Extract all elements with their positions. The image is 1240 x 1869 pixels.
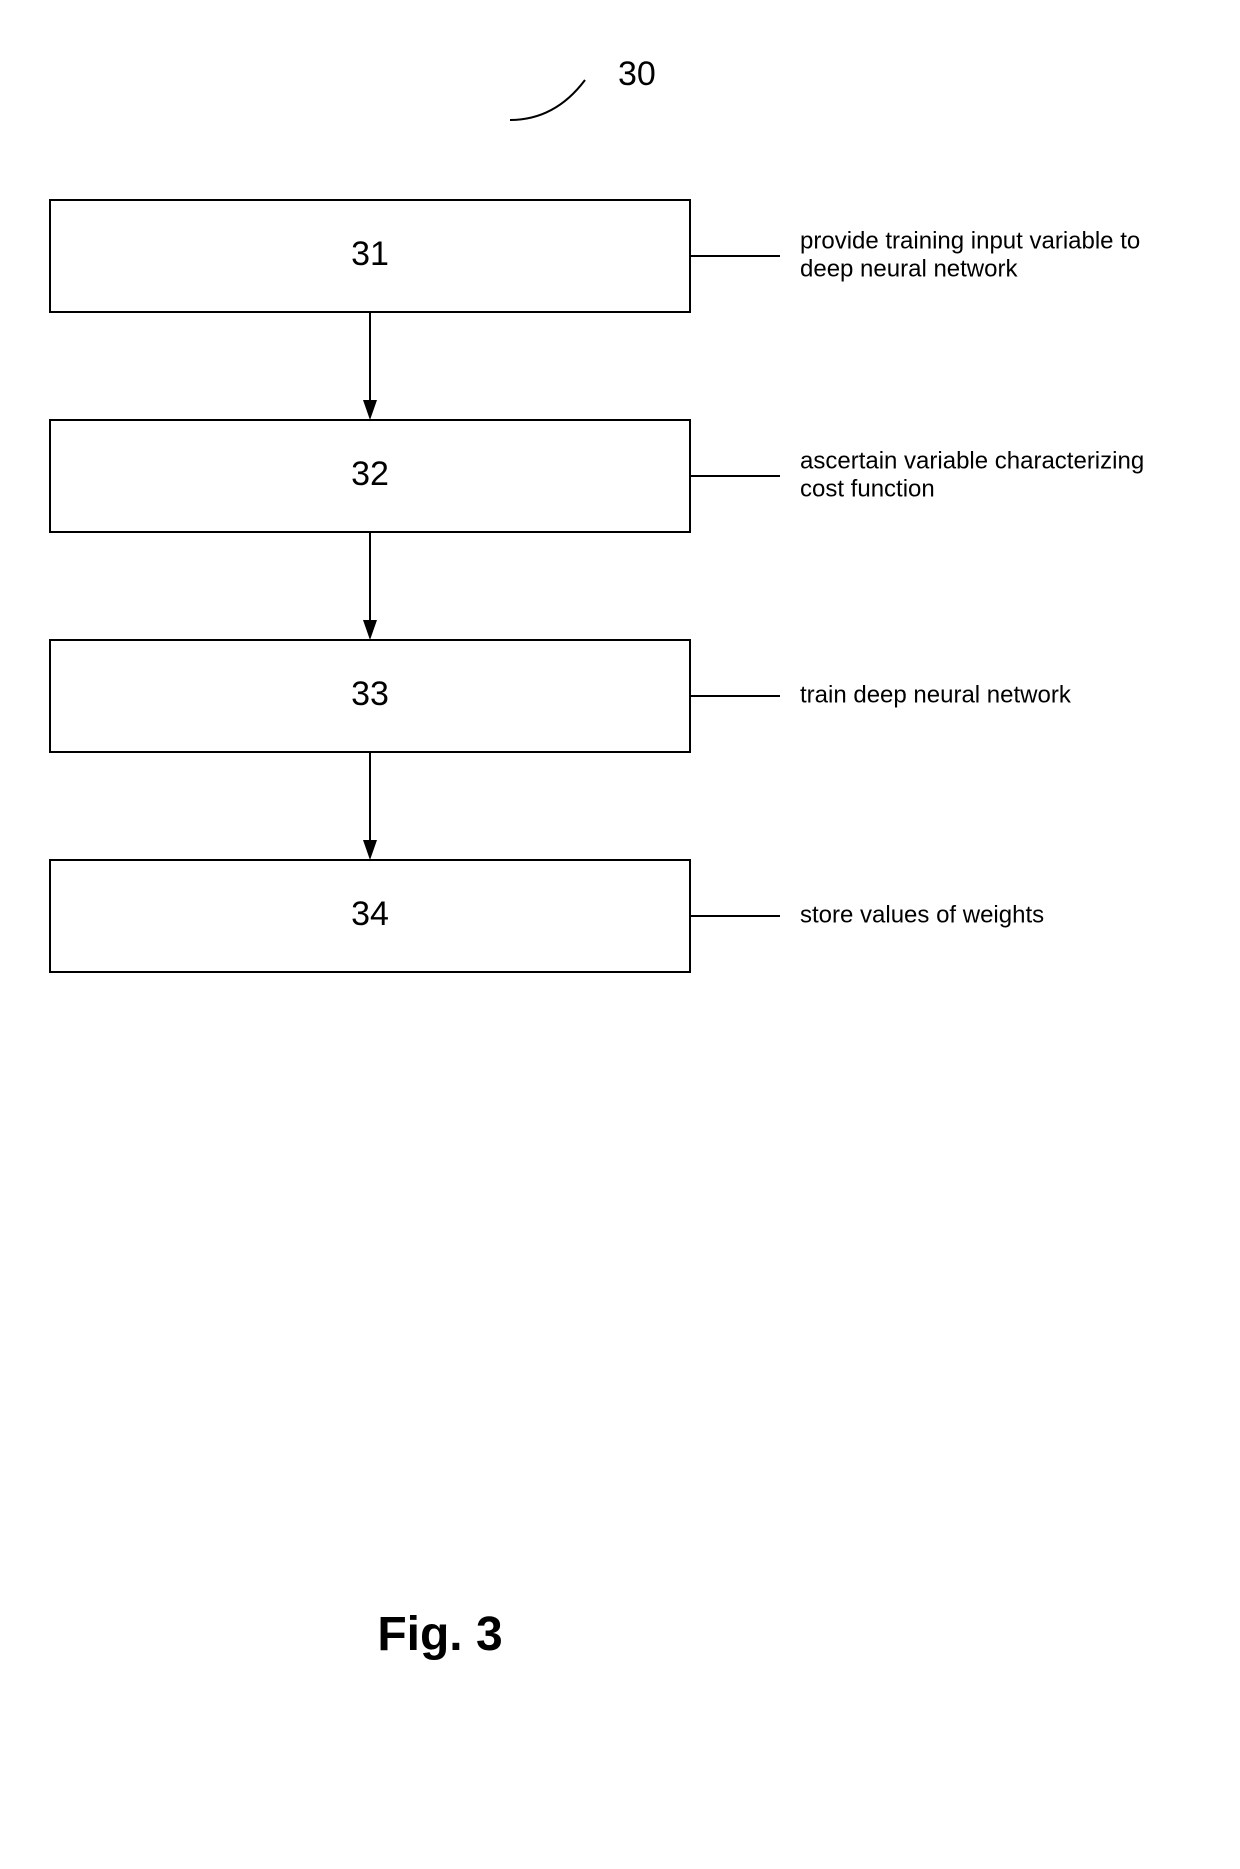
annotation-text: deep neural network [800, 255, 1018, 282]
flow-step-label: 34 [351, 895, 389, 933]
flow-step-label: 32 [351, 455, 389, 493]
reference-label: 30 [618, 55, 656, 93]
figure-caption: Fig. 3 [377, 1608, 502, 1661]
annotation-text: provide training input variable to [800, 227, 1140, 254]
annotation-text: train deep neural network [800, 681, 1072, 708]
annotation-text: cost function [800, 475, 935, 502]
flow-step-label: 31 [351, 235, 389, 273]
annotation-text: ascertain variable characterizing [800, 447, 1144, 474]
annotation-text: store values of weights [800, 901, 1044, 928]
flow-step-label: 33 [351, 675, 389, 713]
